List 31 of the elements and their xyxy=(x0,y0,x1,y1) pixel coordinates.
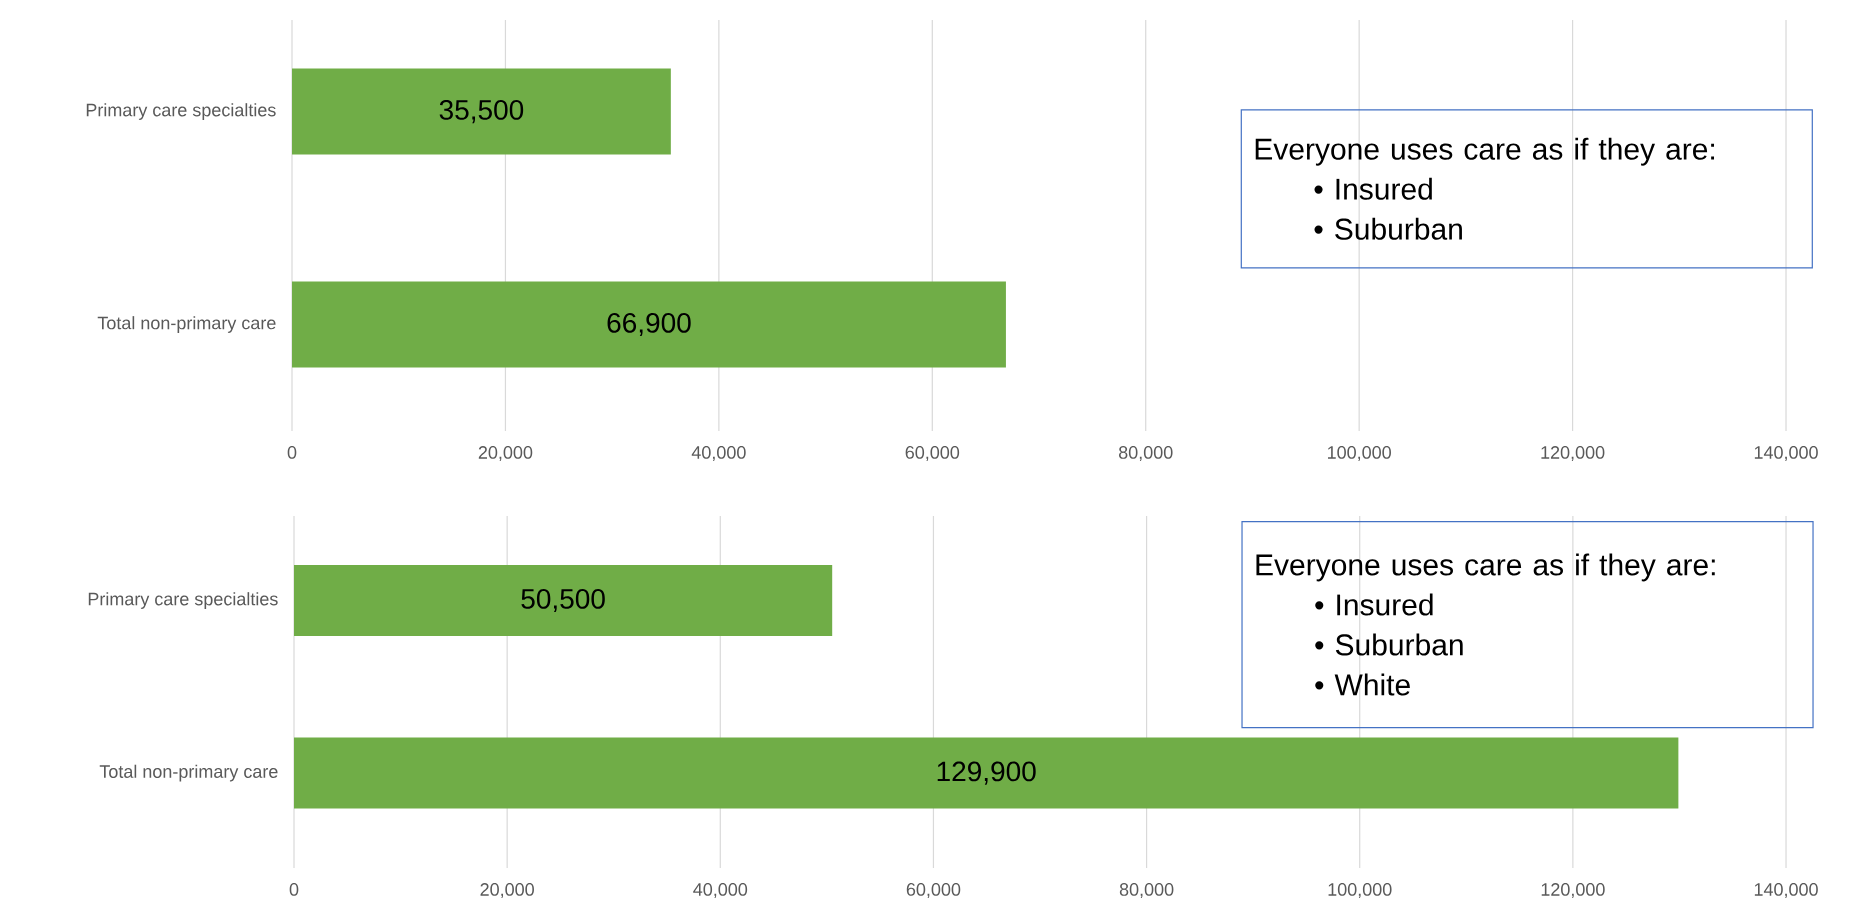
x-tick-label: 100,000 xyxy=(1328,446,1391,461)
annotation: • Insured xyxy=(1314,177,1432,200)
data-label: 66,900 xyxy=(607,312,691,337)
x-tick-label: 120,000 xyxy=(1541,883,1605,898)
x-tick-label: 40,000 xyxy=(691,446,746,461)
annotation: Everyone uses care as if they are: xyxy=(1256,553,1715,582)
data-label: 35,500 xyxy=(439,99,524,124)
x-tick-label: 140,000 xyxy=(1754,446,1818,461)
x-tick-label: 20,000 xyxy=(480,883,534,898)
x-tick-label: 0 xyxy=(287,446,297,459)
x-tick-label: 80,000 xyxy=(1118,446,1173,461)
x-tick-label: 20,000 xyxy=(478,446,533,461)
annotation: • Insured xyxy=(1315,593,1433,616)
x-tick-label: 120,000 xyxy=(1541,446,1605,461)
annotation: • Suburban xyxy=(1315,633,1463,656)
x-tick-label: 140,000 xyxy=(1754,883,1818,898)
data-label: 129,900 xyxy=(937,761,1036,785)
x-tick-label: 100,000 xyxy=(1328,883,1392,898)
y-tick-label: Primary care specialties xyxy=(88,592,278,609)
annotation: Everyone uses care as if they are: xyxy=(1255,137,1715,166)
y-tick-label: Total non-primary care xyxy=(99,764,278,782)
y-tick-label: Primary care specialties xyxy=(86,103,276,120)
x-tick-label: 60,000 xyxy=(905,446,960,461)
x-tick-label: 0 xyxy=(289,883,299,896)
x-tick-label: 60,000 xyxy=(906,883,961,898)
x-tick-label: 80,000 xyxy=(1119,883,1174,898)
annotation: • Suburban xyxy=(1314,217,1462,240)
y-tick-label: Total non-primary care xyxy=(97,316,276,333)
annotation: • White xyxy=(1315,673,1410,696)
x-tick-label: 40,000 xyxy=(693,883,748,898)
data-label: 50,500 xyxy=(521,588,605,613)
